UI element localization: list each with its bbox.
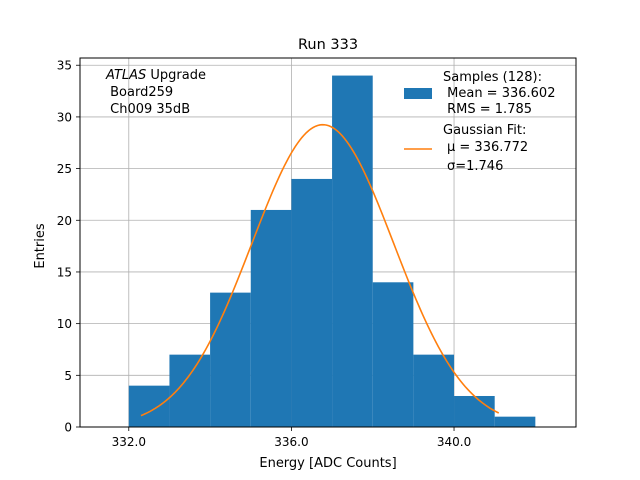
y-tick-label: 35 <box>57 59 72 73</box>
y-tick-label: 5 <box>64 369 72 383</box>
axis-ticks: 332.0 336.0 340.0 0 5 10 15 20 25 30 35 <box>57 59 471 449</box>
legend-fit-line-1: Gaussian Fit: <box>443 123 526 138</box>
y-tick-label: 25 <box>57 162 72 176</box>
legend-fit-line-3: σ=1.746 <box>447 159 503 174</box>
legend-fit-line-2: μ = 336.772 <box>447 140 528 155</box>
annotation-atlas-text: ATLAS <box>105 68 146 83</box>
x-tick-label: 340.0 <box>437 435 471 449</box>
y-axis-label: Entries <box>33 223 48 269</box>
histogram-bar <box>128 385 170 427</box>
annotation-line-1: ATLAS Upgrade <box>105 68 206 83</box>
annotation-box: ATLAS Upgrade Board259 Ch009 35dB <box>105 68 206 117</box>
plot-frame <box>79 57 577 428</box>
x-tick-label: 332.0 <box>112 435 146 449</box>
y-tick-label: 0 <box>64 421 72 435</box>
histogram-bar <box>372 282 414 427</box>
legend-hist-line-2: Mean = 336.602 <box>443 86 555 101</box>
y-tick-label: 30 <box>57 110 72 124</box>
legend-hist-line-1: Samples (128): <box>443 70 542 85</box>
legend: Samples (128): Mean = 336.602 RMS = 1.78… <box>404 70 555 174</box>
y-tick-label: 20 <box>57 214 72 228</box>
legend-histogram-swatch <box>404 88 432 99</box>
histogram-bar <box>210 292 251 427</box>
histogram-bar <box>454 395 495 427</box>
annotation-line-2: Board259 <box>106 85 173 100</box>
histogram-bar <box>413 354 455 427</box>
histogram-bar <box>291 178 333 427</box>
chart-title: Run 333 <box>298 37 358 53</box>
y-tick-label: 10 <box>57 317 72 331</box>
histogram-bar <box>250 209 292 427</box>
annotation-upgrade-text: Upgrade <box>146 68 206 83</box>
histogram-bar <box>332 75 373 428</box>
histogram-bar <box>494 416 536 427</box>
histogram-bars <box>128 75 536 428</box>
legend-hist-line-3: RMS = 1.785 <box>443 102 532 117</box>
x-axis-label: Energy [ADC Counts] <box>259 456 396 471</box>
x-tick-label: 336.0 <box>274 435 308 449</box>
gaussian-fit-curve <box>140 123 500 417</box>
annotation-line-3: Ch009 35dB <box>106 102 190 117</box>
y-tick-label: 15 <box>57 265 72 279</box>
